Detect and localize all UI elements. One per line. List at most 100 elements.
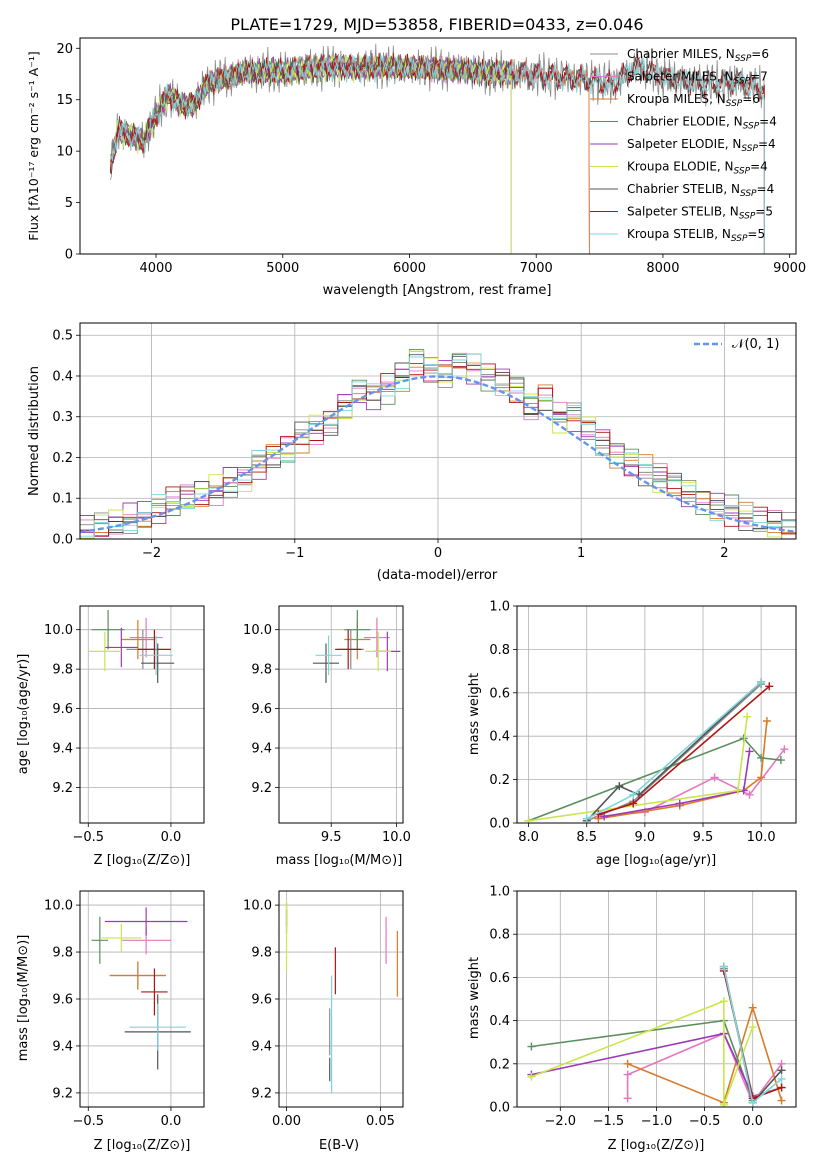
data-marker — [623, 1094, 632, 1103]
y-tick-label: 0.0 — [489, 1101, 510, 1116]
data-marker — [615, 782, 624, 791]
legend-label: Salpeter STELIB, NSSP=5 — [627, 205, 773, 222]
data-marker — [745, 747, 754, 756]
y-tick-label: 9.6 — [52, 702, 73, 717]
figure-title: PLATE=1729, MJD=53858, FIBERID=0433, z=0… — [230, 15, 643, 34]
mass-vs-Z-ylabel: mass [log₁₀(M/M⊙)] — [16, 935, 31, 1062]
mass-weight-vs-Z-panel: −2.0 −1.5 −1.0 −0.5 0.0 0.0 0.2 0.4 0.6 0.8 1.0 Z … — [467, 885, 797, 1153]
errorbar-point — [91, 916, 109, 964]
mass-vs-EBV-xlabel: E(B-V) — [319, 1138, 359, 1153]
y-tick-label: 9.8 — [52, 946, 73, 961]
y-tick-label: 9.6 — [251, 702, 272, 717]
legend-label: Chabrier ELODIE, NSSP=4 — [627, 115, 777, 132]
model-spectrum-line — [110, 55, 765, 254]
x-tick-label: −2 — [142, 546, 161, 561]
y-tick-label: 0.5 — [52, 329, 73, 344]
x-tick-label: 0.0 — [161, 830, 182, 845]
data-marker — [745, 790, 754, 799]
y-tick-label: 9.4 — [52, 1039, 73, 1054]
x-tick-label: −0.5 — [689, 1114, 721, 1129]
y-tick-label: 0.0 — [489, 817, 510, 832]
y-tick-label: 0.2 — [489, 1057, 510, 1072]
x-tick-label: 9.5 — [321, 830, 342, 845]
errorbar-point — [109, 961, 166, 990]
x-tick-label: 9000 — [773, 261, 806, 276]
data-marker — [524, 816, 533, 823]
spectrum-xlabel: wavelength [Angstrom, rest frame] — [323, 283, 552, 298]
errorbar-point — [315, 635, 342, 676]
legend-label: Chabrier STELIB, NSSP=4 — [627, 182, 774, 199]
errorbar-point — [88, 631, 122, 672]
model-spectrum-line — [110, 54, 512, 254]
data-marker — [600, 812, 609, 821]
x-tick-label: 5000 — [266, 261, 299, 276]
y-tick-label: 0.4 — [489, 730, 510, 745]
y-tick-label: 0.6 — [489, 971, 510, 986]
normal-curve — [80, 375, 796, 534]
mass-weight-series — [582, 677, 766, 823]
data-marker — [777, 1074, 786, 1083]
data-marker — [719, 1100, 728, 1107]
mass-weight-series — [600, 747, 754, 821]
x-tick-label: 4000 — [139, 261, 172, 276]
errorbar-point — [335, 629, 362, 670]
x-tick-label: 7000 — [520, 261, 553, 276]
data-marker — [527, 1042, 536, 1051]
mass-weight-series — [524, 712, 752, 823]
x-tick-label: −2.0 — [545, 1114, 577, 1129]
legend-label: Chabrier MILES, NSSP=6 — [627, 47, 769, 64]
y-tick-label: 9.2 — [52, 1086, 73, 1101]
age-vs-Z-xlabel: Z [log₁₀(Z/Z⊙)] — [94, 853, 191, 868]
y-tick-label: 0.2 — [52, 451, 73, 466]
x-tick-label: 8.5 — [576, 830, 597, 845]
residuals-ylabel: Normed distribution — [27, 366, 42, 496]
errorbar-point — [101, 923, 142, 953]
errorbar-point — [363, 617, 390, 658]
x-tick-label: 0.05 — [366, 1114, 395, 1129]
data-marker — [762, 717, 771, 726]
errorbar-point — [141, 968, 168, 1016]
legend-label: Salpeter MILES, NSSP=7 — [627, 70, 768, 87]
data-marker — [776, 756, 785, 765]
x-tick-label: 0 — [434, 546, 442, 561]
normal-legend-label: 𝒩(0, 1) — [732, 337, 779, 352]
mass-weight-series — [719, 962, 786, 1107]
mass-weight-series — [527, 1016, 757, 1105]
y-tick-label: 10.0 — [243, 899, 272, 914]
mass-weight-series — [527, 997, 757, 1107]
data-marker — [743, 712, 752, 721]
data-marker — [777, 1083, 786, 1092]
x-tick-label: −1.5 — [593, 1114, 625, 1129]
y-tick-label: 10.0 — [44, 899, 73, 914]
y-tick-label: 9.4 — [251, 742, 272, 757]
errorbar-point — [129, 617, 163, 658]
x-tick-label: 8.0 — [518, 830, 539, 845]
x-tick-label: 10.0 — [382, 830, 411, 845]
y-tick-label: 20 — [56, 42, 73, 57]
x-tick-label: 6000 — [393, 261, 426, 276]
mass-vs-Z-xlabel: Z [log₁₀(Z/Z⊙)] — [94, 1138, 191, 1153]
legend-label: Kroupa ELODIE, NSSP=4 — [627, 160, 768, 177]
legend-label: Kroupa STELIB, NSSP=5 — [627, 227, 765, 244]
y-tick-label: 9.2 — [251, 1086, 272, 1101]
data-marker — [748, 1023, 757, 1032]
mass-weight-vs-Z-xlabel: Z [log₁₀(Z/Z⊙)] — [608, 1138, 705, 1153]
age-vs-mass-panel: 9.5 10.0 9.2 9.4 9.6 9.8 10.0 mass [log₁₀(M/M⊙… — [243, 605, 411, 868]
data-marker — [757, 753, 766, 762]
x-tick-label: 2 — [720, 546, 728, 561]
x-tick-label: −1 — [285, 546, 304, 561]
errorbar-point — [312, 643, 340, 683]
y-tick-label: 9.6 — [251, 993, 272, 1008]
x-tick-label: −1.0 — [641, 1114, 673, 1129]
data-marker — [757, 677, 766, 686]
mass-vs-Z-panel: −0.5 0.09.29.49.69.810.0 Z [log₁₀(Z/Z⊙)] … — [16, 890, 205, 1153]
data-marker — [710, 773, 719, 782]
data-marker — [765, 682, 774, 691]
data-marker — [777, 1096, 786, 1105]
y-tick-label: 1.0 — [489, 885, 510, 900]
y-tick-label: 9.4 — [251, 1039, 272, 1054]
y-tick-label: 5 — [65, 196, 73, 211]
y-tick-label: 10.0 — [44, 623, 73, 638]
errorbar-point — [365, 631, 392, 672]
